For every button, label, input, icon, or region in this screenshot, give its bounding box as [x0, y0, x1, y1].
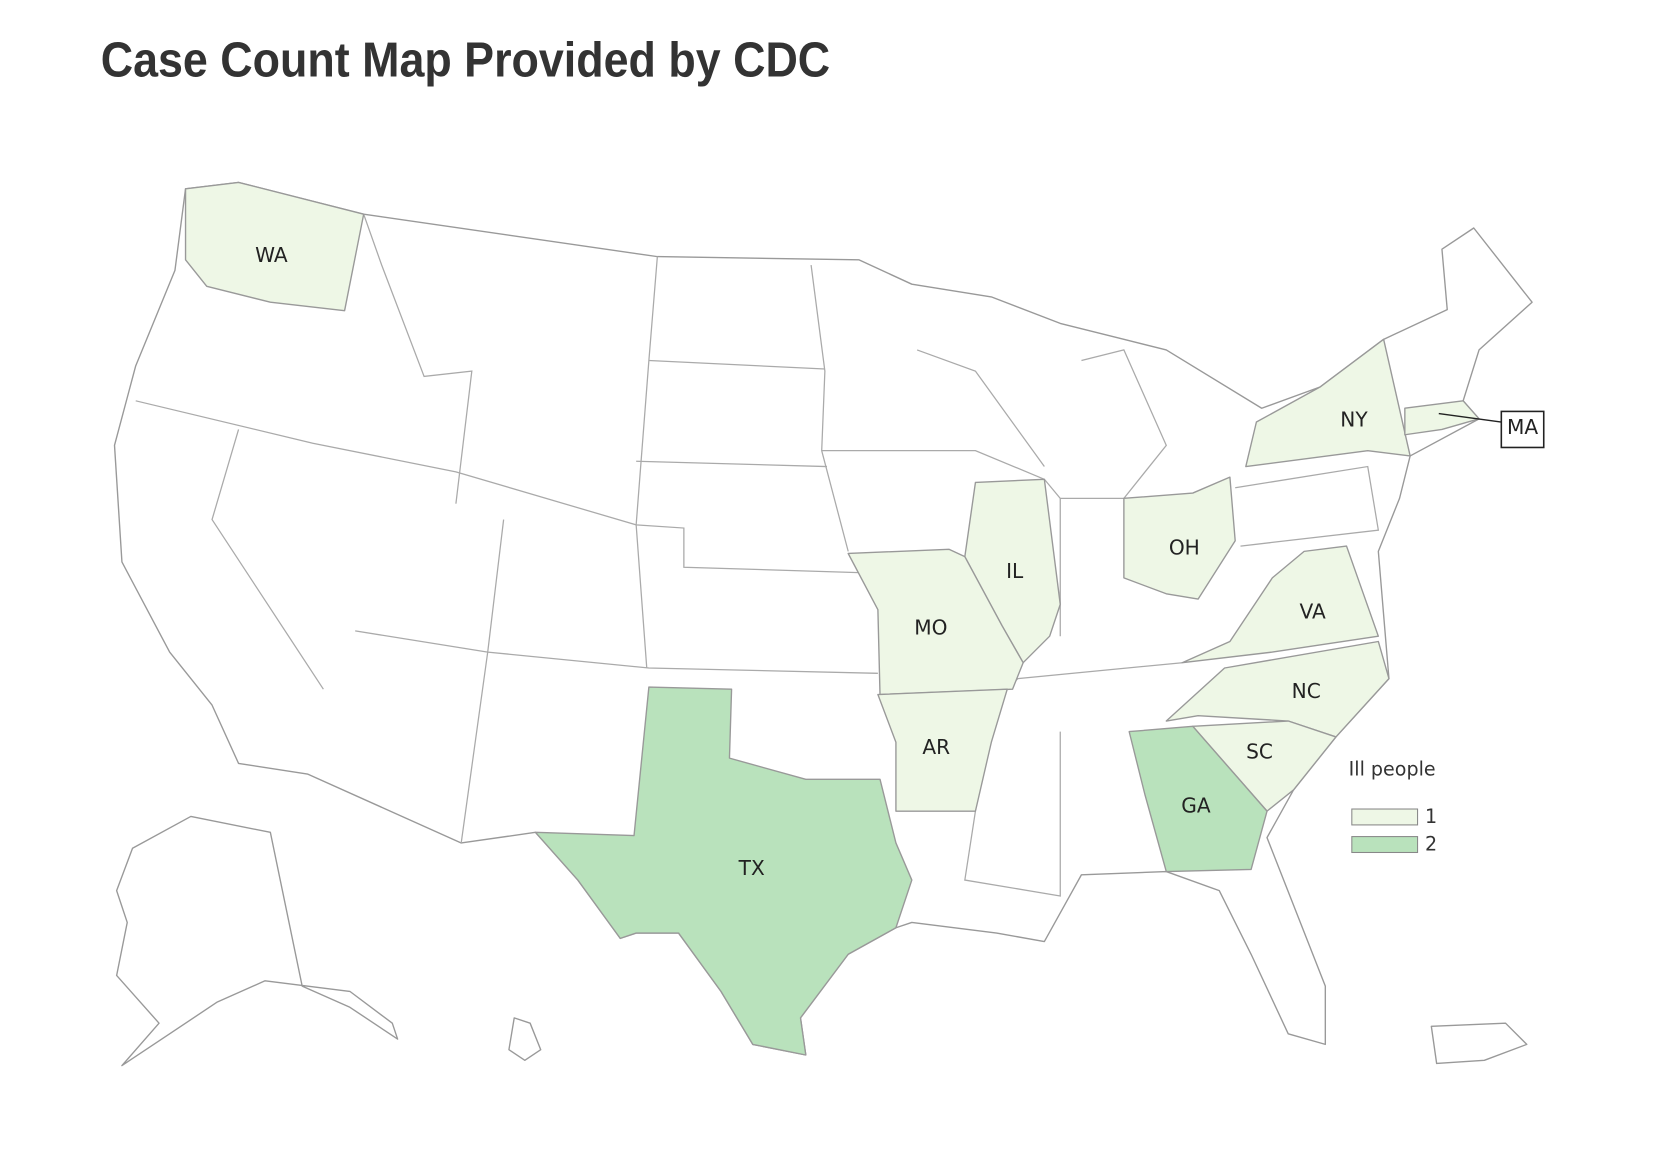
state-shape: [184, 181, 365, 312]
state-label: OH: [1169, 536, 1200, 560]
ma-label-box: [1500, 410, 1545, 449]
legend-label: 1: [1425, 806, 1437, 828]
state-label: IL: [1006, 559, 1024, 583]
legend-swatch: [1351, 808, 1419, 826]
alaska-outline: [115, 815, 399, 1067]
state-shape: [1165, 640, 1390, 738]
state-shape: [1404, 400, 1480, 436]
legend-swatch: [1351, 836, 1419, 854]
state-label: MA: [1507, 415, 1538, 439]
state-label: AR: [922, 735, 950, 759]
hawaii-outline: [508, 1017, 542, 1061]
legend-title: Ill people: [1349, 758, 1436, 780]
state-label: VA: [1299, 599, 1325, 623]
state-label: TX: [738, 856, 765, 880]
state-shape: [877, 688, 1008, 812]
state-shape: [1123, 476, 1236, 600]
state-label: NC: [1292, 679, 1321, 703]
page-title: Case Count Map Provided by CDC: [101, 33, 830, 87]
state-shape: [1128, 725, 1268, 873]
puerto-rico-outline: [1430, 1022, 1528, 1065]
states-layer: [184, 181, 1480, 1056]
legend: 12: [1351, 806, 1437, 856]
legend-label: 2: [1425, 834, 1437, 856]
state-label: GA: [1181, 793, 1211, 817]
state-shape: [1245, 338, 1411, 468]
state-borders: [135, 213, 1380, 897]
ma-leader-line: [1438, 412, 1502, 423]
state-shape: [847, 548, 1024, 696]
state-label: SC: [1246, 739, 1273, 763]
state-label: WA: [255, 243, 288, 267]
state-label: NY: [1340, 407, 1368, 431]
state-shape: [534, 686, 913, 1056]
state-label: MO: [914, 615, 947, 639]
state-shape: [1181, 545, 1380, 664]
labels-layer: WA IL MO AR OH NY MA VA NC SC GA TX: [255, 243, 1538, 880]
